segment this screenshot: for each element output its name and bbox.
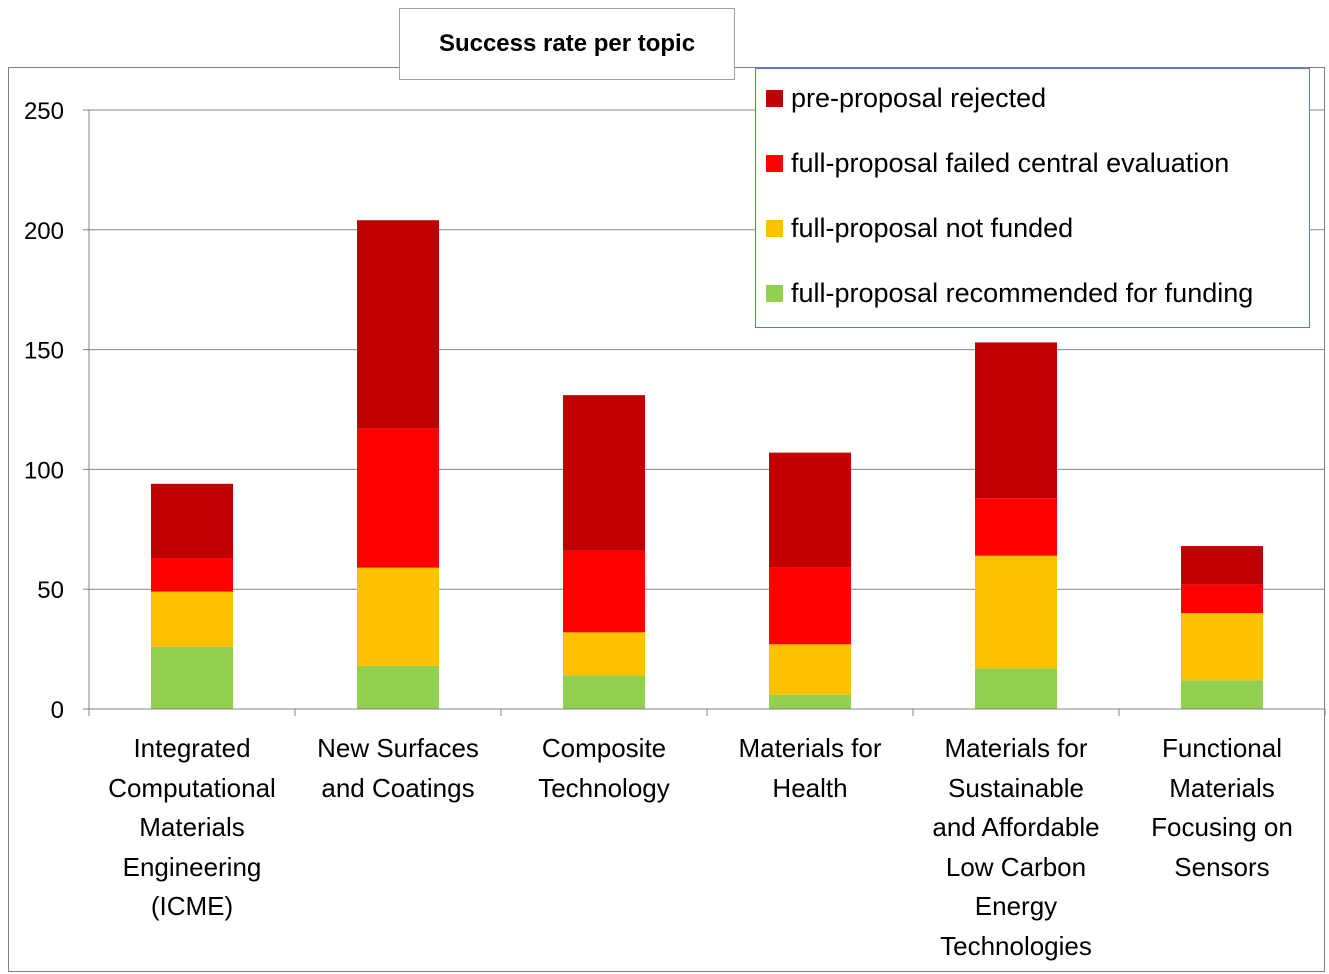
x-tick-label: Functional Materials Focusing on Sensors xyxy=(1122,729,1322,887)
bar-segment xyxy=(357,665,439,709)
y-tick-label: 150 xyxy=(24,338,64,365)
x-tick-label-line: and Affordable xyxy=(932,812,1100,842)
x-tick-label-line: Composite xyxy=(541,733,667,763)
legend-label: full-proposal failed central evaluation xyxy=(791,148,1230,178)
bar-segment xyxy=(357,567,439,666)
x-tick-label: Composite Technology xyxy=(504,729,704,808)
x-tick-label: Integrated Computational Materials Engineer… xyxy=(92,729,292,927)
x-tick-label-line: Materials xyxy=(1169,772,1275,803)
bar-segment xyxy=(769,452,851,568)
x-tick-label-line: Computational xyxy=(108,772,276,803)
legend-entry: full-proposal not funded xyxy=(766,213,1073,244)
x-tick-label-line: Materials for xyxy=(944,733,1088,763)
legend-entry: full-proposal recommended for funding xyxy=(766,278,1253,309)
x-tick-label: Materials for Sustainable and Affordable Lo… xyxy=(916,729,1116,966)
y-tick-label: 50 xyxy=(37,577,64,604)
x-tick-label-line: Energy xyxy=(974,891,1058,921)
bar-segment xyxy=(975,498,1057,556)
x-tick-label: New Surfaces and Coatings xyxy=(298,729,498,808)
legend-swatch xyxy=(766,90,783,107)
y-tick-label: 250 xyxy=(24,98,64,125)
bar-segment xyxy=(975,342,1057,499)
bar-segment xyxy=(563,675,645,709)
bar-segment xyxy=(1181,613,1263,681)
legend: pre-proposal rejected full-proposal faile… xyxy=(755,68,1310,328)
bar-segment xyxy=(769,644,851,695)
bar-segment xyxy=(1181,584,1263,614)
bar-segment xyxy=(357,428,439,568)
bar-segment xyxy=(975,668,1057,709)
bar-segment xyxy=(975,555,1057,669)
x-tick-label-line: Health xyxy=(772,772,848,803)
bar-segment xyxy=(151,591,233,647)
x-tick-label: Materials for Health xyxy=(710,729,910,808)
x-tick-label-line: and Coatings xyxy=(321,772,475,803)
bar-segment xyxy=(151,483,233,559)
legend-entry: pre-proposal rejected xyxy=(766,83,1046,114)
bar-segment xyxy=(1181,546,1263,585)
chart-title: Success rate per topic xyxy=(399,8,735,80)
x-tick-label-line: (ICME) xyxy=(150,891,234,921)
x-tick-label-line: Functional xyxy=(1162,733,1282,763)
bar-segment xyxy=(769,694,851,709)
x-tick-label-line: Sustainable xyxy=(948,772,1084,803)
x-tick-label-line: Integrated xyxy=(133,733,251,763)
axes: 0 50 100 150 200 250 xyxy=(24,98,1326,724)
x-tick-label-line: New Surfaces xyxy=(317,733,479,763)
x-tick-label-line: Low Carbon xyxy=(945,851,1087,882)
x-tick-label-line: Sensors xyxy=(1174,851,1270,882)
legend-entry: full-proposal failed central evaluation xyxy=(766,148,1229,179)
legend-swatch xyxy=(766,155,783,172)
legend-swatch xyxy=(766,220,783,237)
x-tick-label-line: Engineering xyxy=(122,851,262,882)
bar-segment xyxy=(563,632,645,676)
x-tick-label-line: Focusing on xyxy=(1151,812,1293,842)
bar-segment xyxy=(563,395,645,551)
x-tick-label-line: Materials for xyxy=(738,733,882,763)
legend-label: full-proposal not funded xyxy=(791,213,1074,243)
legend-label: pre-proposal rejected xyxy=(791,83,1047,113)
y-tick-label: 0 xyxy=(51,697,64,724)
legend-swatch xyxy=(766,285,783,302)
bars xyxy=(151,220,1263,709)
bar-segment xyxy=(563,550,645,633)
y-tick-label: 200 xyxy=(24,218,64,245)
x-tick-label-line: Materials xyxy=(139,812,245,842)
bar-segment xyxy=(769,567,851,645)
legend-label: full-proposal recommended for funding xyxy=(791,278,1254,308)
bar-segment xyxy=(1181,680,1263,709)
y-tick-label: 100 xyxy=(24,457,64,484)
bar-segment xyxy=(357,220,439,429)
x-tick-label-line: Technology xyxy=(538,772,670,803)
x-tick-label-line: Technologies xyxy=(940,930,1092,961)
bar-segment xyxy=(151,646,233,709)
bar-segment xyxy=(151,558,233,592)
